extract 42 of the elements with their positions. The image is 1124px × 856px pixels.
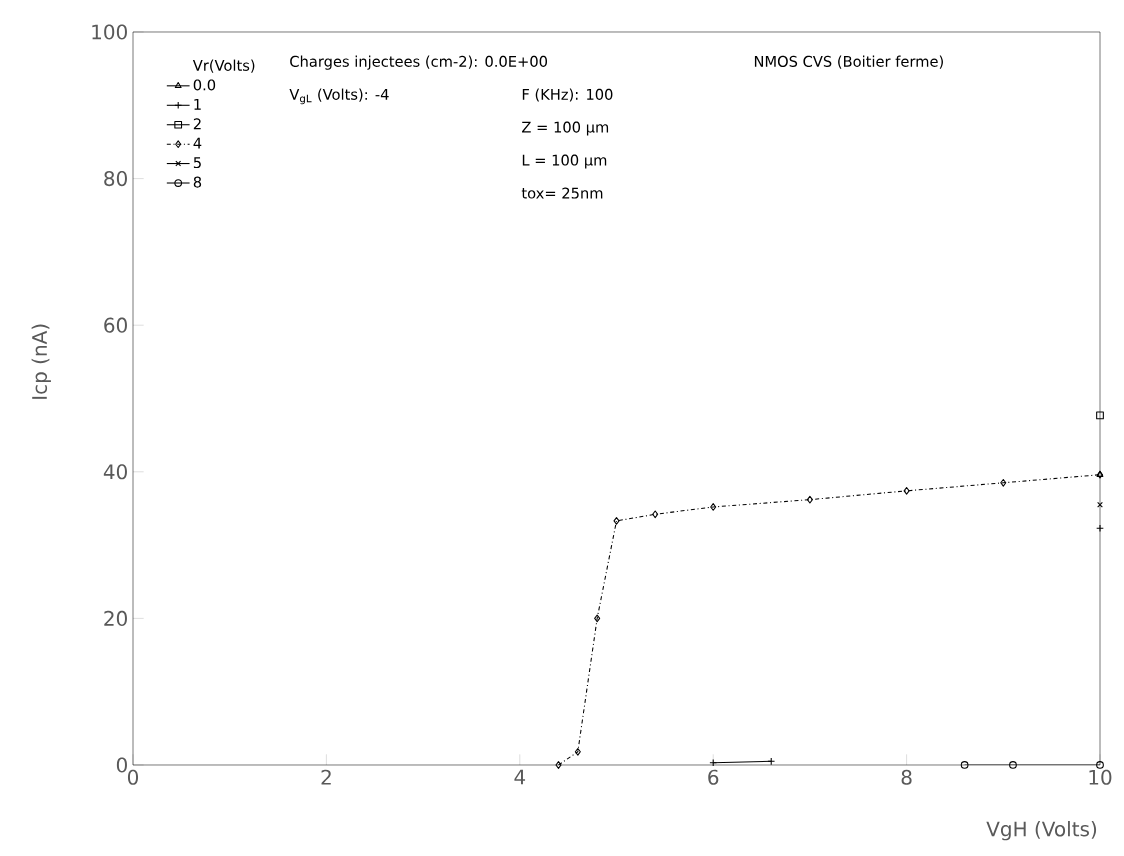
point	[710, 503, 717, 511]
point	[806, 495, 813, 504]
y-axis-title: Icp (nA)	[31, 324, 51, 399]
annotation: L = 100 µm	[522, 154, 607, 169]
legend-label: 5	[193, 157, 201, 169]
x-tick-label: 8	[901, 769, 912, 785]
y-tick-label: 80	[104, 171, 127, 187]
annotation: F (KHz): 100	[522, 88, 613, 102]
legend-label: 0.0	[193, 79, 216, 91]
legend-label: 4	[193, 137, 202, 149]
legend-title: Vr(Volts)	[192, 59, 255, 73]
annotation: Charges injectees (cm-2): 0.0E+00	[290, 55, 548, 70]
x-tick-label: 10	[1089, 769, 1112, 785]
legend-label: 2	[193, 118, 201, 130]
y-tick-label: 20	[104, 610, 127, 626]
point	[613, 517, 620, 525]
y-tick-label: 40	[103, 464, 127, 480]
y-tick-label: 100	[92, 24, 127, 40]
point	[555, 761, 562, 769]
point	[594, 614, 601, 623]
x-tick-label: 4	[514, 769, 526, 785]
point	[652, 510, 659, 519]
annotation: Z = 100 µm	[522, 121, 609, 136]
point	[1097, 501, 1103, 508]
legend-label: 1	[194, 98, 201, 110]
y-tick-label: 60	[104, 317, 127, 333]
point	[903, 486, 910, 495]
legend-label: 8	[193, 176, 202, 188]
point	[1009, 761, 1017, 769]
y-tick-label: 0	[116, 757, 127, 773]
annotation: tox= 25nm	[521, 187, 603, 199]
point	[1096, 411, 1104, 420]
point	[574, 747, 581, 756]
point	[1096, 761, 1104, 769]
point	[960, 761, 969, 769]
x-tick-label: 0	[127, 769, 139, 785]
x-tick-label: 6	[708, 769, 719, 785]
x-tick-label: 2	[321, 769, 331, 785]
annotation: V$_{gL}$ (Volts): -4	[289, 88, 389, 105]
annotation: NMOS CVS (Boitier ferme)	[754, 55, 943, 69]
point	[1000, 478, 1007, 487]
x-axis-title: VgH (Volts)	[986, 821, 1097, 841]
